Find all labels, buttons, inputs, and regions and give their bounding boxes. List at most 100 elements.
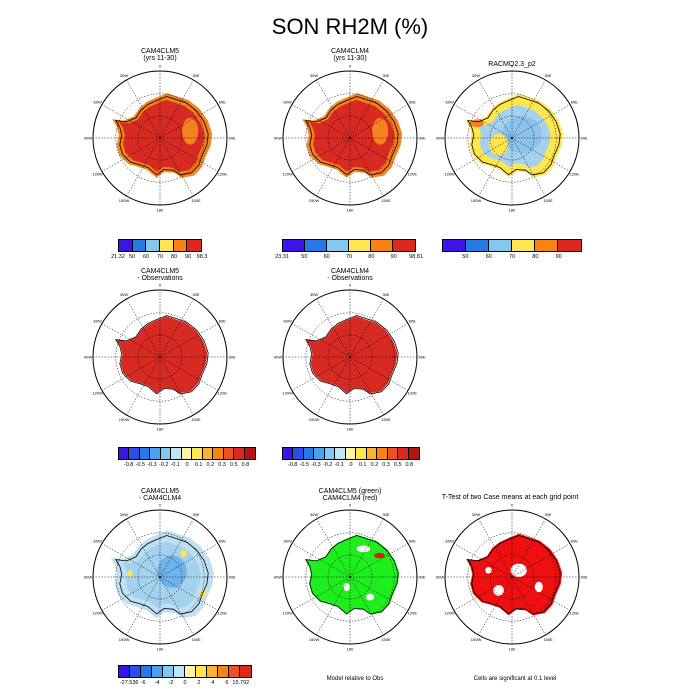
colorbar-box	[314, 448, 325, 459]
panel-title-p8: CAM4CLM5 (green) CAM4CLM4 (red)	[318, 488, 382, 502]
map-fill-region	[182, 117, 199, 145]
meridian-line	[453, 104, 513, 139]
colorbar-boxes	[118, 665, 252, 678]
meridian-line	[291, 543, 351, 578]
longitude-label: 180	[157, 208, 164, 213]
longitude-label: 180	[347, 647, 354, 652]
meridian-line	[349, 576, 384, 636]
colorbar-box	[305, 240, 327, 251]
colorbar-label: 0.1	[194, 462, 203, 468]
colorbar-label: -0.8	[287, 462, 298, 468]
meridian-line	[291, 576, 351, 611]
meridian-line	[453, 576, 513, 611]
longitude-label: 90W	[274, 136, 282, 141]
longitude-label: 60W	[94, 539, 102, 544]
colorbar-label: 80	[368, 254, 375, 260]
colorbar-label: -0.5	[299, 462, 310, 468]
longitude-label: 150E	[191, 417, 201, 422]
meridian-line	[126, 79, 161, 139]
longitude-label: 60E	[571, 100, 578, 105]
meridian-line	[101, 543, 161, 578]
polar-map-abs: 0 30E 60E 90E 120E 150E 180 150W 120W 90W 60W 30W	[84, 64, 236, 213]
map-fill-region	[356, 545, 371, 553]
polar-map-clmdiff: 0 30E 60E 90E 120E 150E 180 150W 120W 90W 60W 30W	[84, 503, 236, 652]
map-boundary	[444, 509, 580, 645]
longitude-label: 60W	[284, 319, 292, 324]
colorbar-label: -6	[140, 680, 146, 686]
colorbar-boxes	[442, 239, 582, 252]
coastline	[305, 96, 399, 176]
longitude-label: 150E	[543, 198, 553, 203]
meridian-line	[159, 576, 194, 636]
meridian-line	[349, 543, 409, 578]
colorbar-box	[303, 448, 315, 459]
longitude-label: 150W	[119, 417, 130, 422]
longitude-label: 120E	[408, 391, 418, 396]
colorbar-label: 0.1	[358, 462, 367, 468]
colorbar-label: 80	[170, 254, 178, 260]
longitude-label: 150W	[309, 637, 320, 642]
latitude-circle	[467, 93, 557, 183]
colorbar-label: 90	[555, 254, 562, 260]
longitude-label: 30W	[472, 512, 480, 517]
latitude-circle	[115, 532, 205, 622]
colorbar-box	[192, 448, 203, 459]
meridian-line	[349, 104, 409, 139]
colorbar-box	[558, 240, 581, 251]
polar-map-green: 0 30E 60E 90E 120E 150E 180 150W 120W 90W 60W 30W	[274, 503, 426, 652]
colorbar-label: -0.3	[147, 462, 157, 468]
coastline	[115, 96, 209, 176]
longitude-label: 150W	[119, 198, 130, 203]
colorbar-label: 21.32	[111, 254, 125, 260]
longitude-label: 150W	[309, 198, 320, 203]
longitude-label: 120E	[570, 172, 580, 177]
meridian-line	[349, 298, 384, 358]
longitude-label: 0	[511, 64, 514, 69]
colorbar-box	[229, 666, 240, 677]
colorbar-box	[202, 448, 214, 459]
colorbar-box	[377, 448, 388, 459]
meridian-line	[349, 576, 409, 611]
meridian-line	[159, 356, 194, 416]
map-boundary	[444, 70, 580, 206]
meridian-line	[159, 356, 219, 391]
map-boundary	[282, 289, 418, 425]
map-fill-region	[493, 585, 504, 596]
note-p9: Cells are significant at 0.1 level	[473, 676, 557, 682]
figure-title: SON RH2M (%)	[271, 14, 429, 39]
colorbar-label: -0.1	[170, 462, 181, 468]
meridian-line	[126, 298, 161, 358]
meridian-line	[291, 323, 351, 358]
longitude-label: 60W	[94, 100, 102, 105]
colorbar-label: 0.2	[370, 462, 379, 468]
longitude-label: 30E	[192, 512, 199, 517]
longitude-label: 90W	[84, 355, 92, 360]
colorbar-boxes	[118, 447, 256, 460]
colorbar-box	[187, 240, 201, 251]
meridian-line	[126, 137, 161, 197]
longitude-label: 150W	[471, 637, 482, 642]
colorbar-box	[207, 666, 218, 677]
longitude-label: 30E	[382, 292, 389, 297]
meridian-line	[511, 137, 571, 172]
colorbar-box	[293, 448, 304, 459]
longitude-label: 180	[347, 208, 354, 213]
coastline	[115, 315, 209, 395]
map-fill-region	[304, 534, 400, 615]
longitude-label: 60E	[409, 319, 416, 324]
colorbar-boxes	[282, 239, 416, 252]
longitude-label: 120E	[218, 391, 228, 396]
longitude-label: 60E	[409, 539, 416, 544]
meridian-line	[478, 79, 513, 139]
meridian-line	[316, 356, 351, 416]
colorbar-label: -0.2	[322, 462, 333, 468]
longitude-label: 60E	[219, 539, 226, 544]
longitude-label: 90W	[274, 355, 282, 360]
polar-map-abs: 0 30E 60E 90E 120E 150E 180 150W 120W 90W 60W 30W	[274, 64, 426, 213]
colorbar-label: -4	[154, 680, 160, 686]
longitude-label: 90W	[84, 575, 92, 580]
map-fill-region	[501, 115, 543, 154]
colorbar-box	[173, 240, 188, 251]
colorbar-box	[356, 448, 367, 459]
